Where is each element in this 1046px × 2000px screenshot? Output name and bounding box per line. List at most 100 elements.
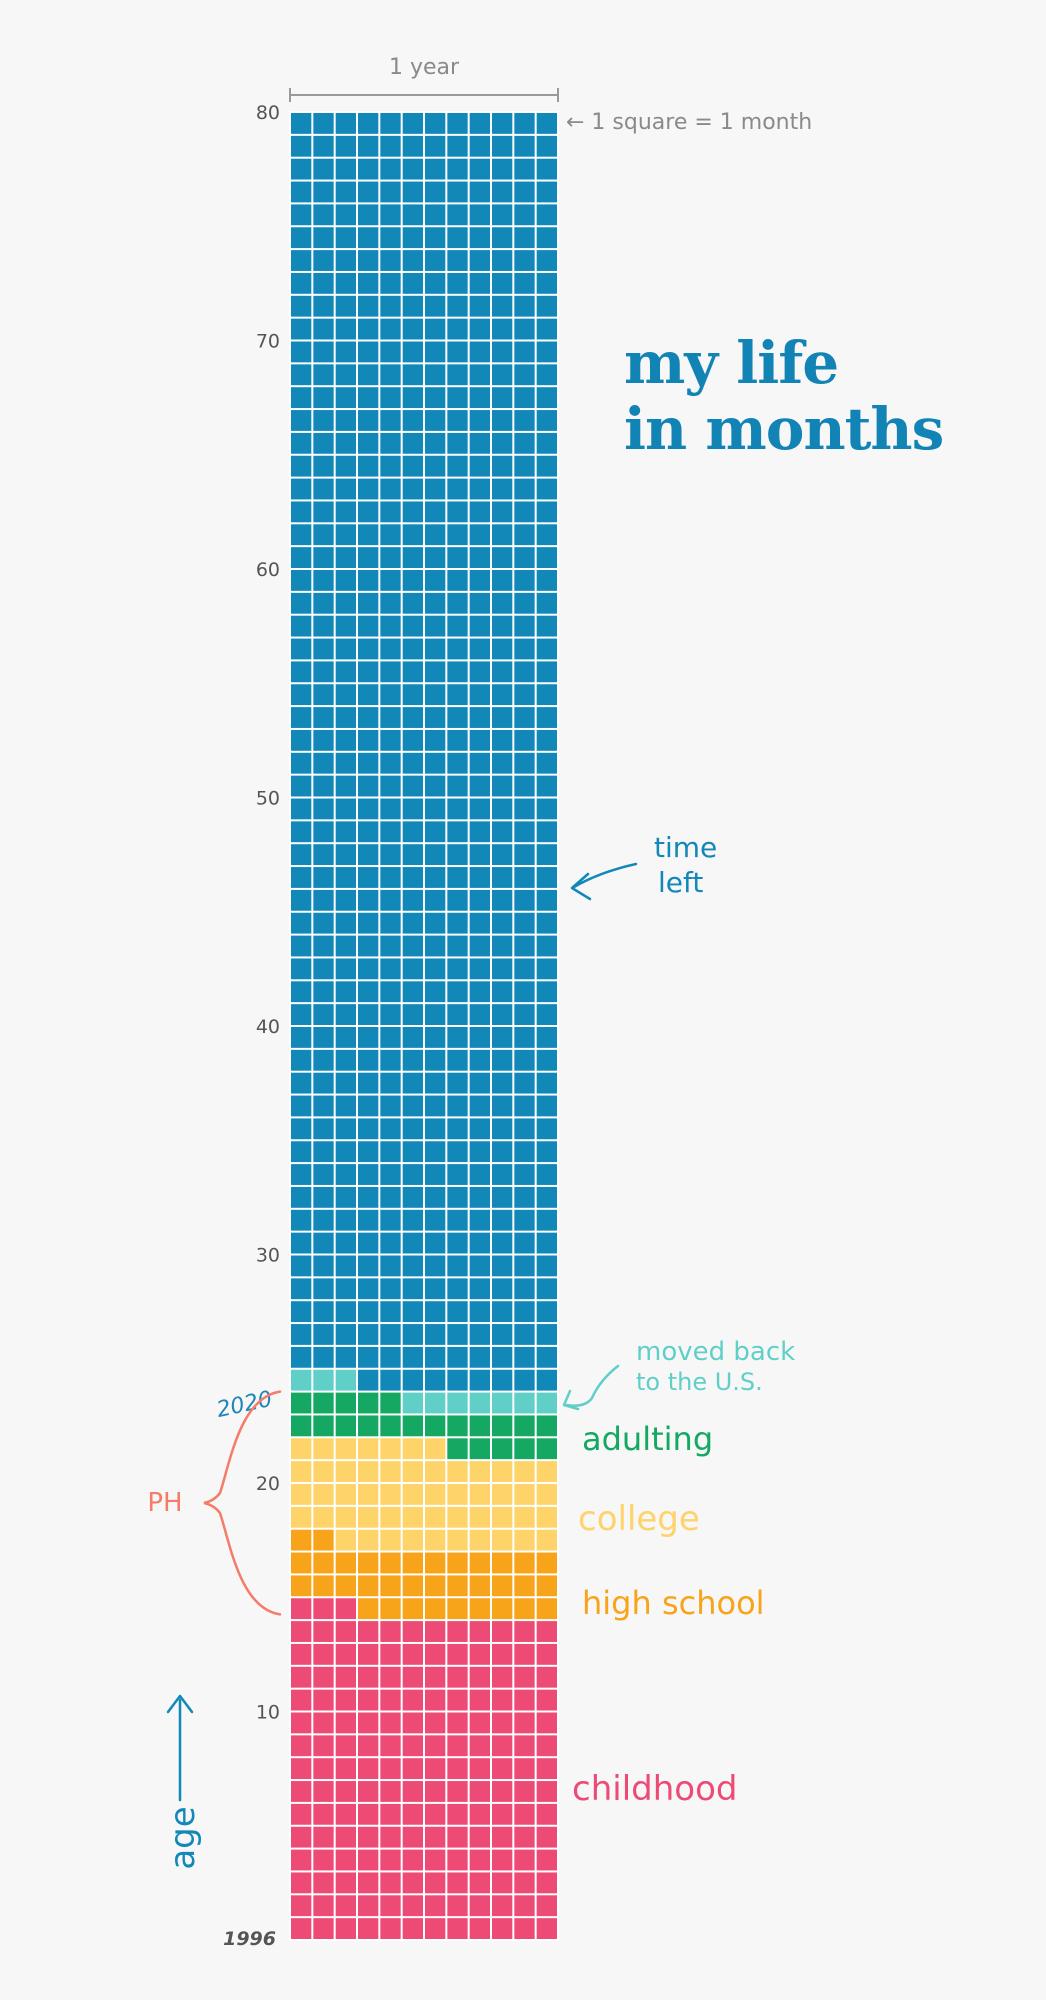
month-square-childhood xyxy=(380,1895,401,1917)
month-square-childhood xyxy=(447,1712,468,1734)
month-square-time_left xyxy=(291,935,312,957)
month-square-time_left xyxy=(536,615,557,637)
month-square-time_left xyxy=(447,684,468,706)
month-square-time_left xyxy=(380,1346,401,1368)
month-square-time_left xyxy=(469,775,490,797)
month-square-time_left xyxy=(425,592,446,614)
month-square-childhood xyxy=(402,1781,423,1802)
month-square-time_left xyxy=(291,181,312,203)
month-square-time_left xyxy=(380,432,401,454)
month-square-college xyxy=(313,1461,334,1482)
month-square-time_left xyxy=(313,729,334,751)
month-square-time_left xyxy=(291,798,312,820)
month-square-time_left xyxy=(358,1049,379,1071)
month-square-time_left xyxy=(447,844,468,866)
month-square-time_left xyxy=(492,981,513,1003)
month-square-childhood xyxy=(313,1826,334,1848)
month-square-time_left xyxy=(514,1209,535,1231)
month-square-college xyxy=(335,1484,356,1505)
month-square-time_left xyxy=(514,1369,535,1391)
month-square-time_left xyxy=(514,478,535,500)
month-square-time_left xyxy=(425,318,446,340)
month-square-time_left xyxy=(313,844,334,866)
month-square-time_left xyxy=(402,318,423,340)
month-square-time_left xyxy=(402,272,423,294)
month-square-time_left xyxy=(380,410,401,431)
month-square-time_left xyxy=(492,135,513,157)
month-square-time_left xyxy=(492,1255,513,1277)
month-square-childhood xyxy=(313,1712,334,1734)
month-square-college xyxy=(402,1529,423,1551)
month-square-time_left xyxy=(402,524,423,546)
month-square-time_left xyxy=(536,1141,557,1163)
month-square-time_left xyxy=(447,113,468,134)
month-square-time_left xyxy=(536,798,557,820)
month-square-time_left xyxy=(335,867,356,888)
month-square-time_left xyxy=(514,547,535,568)
month-square-time_left xyxy=(402,615,423,637)
month-square-high_school xyxy=(492,1552,513,1574)
month-square-time_left xyxy=(514,524,535,546)
month-square-time_left xyxy=(313,1118,334,1140)
month-square-childhood xyxy=(402,1849,423,1871)
month-square-time_left xyxy=(313,524,334,546)
month-square-childhood xyxy=(536,1895,557,1917)
month-square-time_left xyxy=(313,501,334,523)
month-square-time_left xyxy=(536,638,557,660)
month-square-childhood xyxy=(425,1803,446,1825)
month-square-time_left xyxy=(425,113,446,134)
month-square-high_school xyxy=(335,1575,356,1597)
month-square-time_left xyxy=(313,478,334,500)
ph-brace xyxy=(203,1390,282,1616)
month-square-time_left xyxy=(380,1255,401,1277)
month-square-time_left xyxy=(402,935,423,957)
month-square-college xyxy=(536,1506,557,1528)
month-square-college xyxy=(536,1461,557,1482)
month-square-high_school xyxy=(402,1575,423,1597)
month-square-time_left xyxy=(447,1141,468,1163)
month-square-childhood xyxy=(335,1689,356,1711)
month-square-childhood xyxy=(447,1643,468,1665)
month-square-time_left xyxy=(380,364,401,386)
month-square-time_left xyxy=(447,981,468,1003)
month-square-time_left xyxy=(492,387,513,409)
month-square-time_left xyxy=(402,844,423,866)
month-square-time_left xyxy=(536,1209,557,1231)
month-square-time_left xyxy=(492,1369,513,1391)
month-square-time_left xyxy=(536,1049,557,1071)
month-square-childhood xyxy=(380,1643,401,1665)
month-square-time_left xyxy=(380,1209,401,1231)
month-square-childhood xyxy=(313,1895,334,1917)
month-square-time_left xyxy=(469,478,490,500)
month-square-time_left xyxy=(536,1369,557,1391)
month-square-childhood xyxy=(447,1826,468,1848)
month-square-time_left xyxy=(492,912,513,934)
month-square-time_left xyxy=(425,1164,446,1185)
month-square-time_left xyxy=(335,204,356,226)
month-square-time_left xyxy=(402,684,423,706)
month-square-time_left xyxy=(447,524,468,546)
month-square-time_left xyxy=(291,1118,312,1140)
month-square-time_left xyxy=(402,1164,423,1185)
month-square-time_left xyxy=(335,1004,356,1025)
month-square-time_left xyxy=(469,981,490,1003)
month-square-childhood xyxy=(425,1735,446,1757)
month-square-time_left xyxy=(291,638,312,660)
month-square-time_left xyxy=(469,867,490,888)
month-square-childhood xyxy=(313,1758,334,1780)
month-square-time_left xyxy=(536,295,557,317)
month-square-childhood xyxy=(447,1621,468,1642)
month-square-childhood xyxy=(291,1803,312,1825)
month-square-childhood xyxy=(492,1781,513,1802)
month-square-time_left xyxy=(536,981,557,1003)
month-square-high_school xyxy=(469,1598,490,1620)
month-square-time_left xyxy=(514,181,535,203)
month-square-time_left xyxy=(335,1141,356,1163)
scale-note: ← 1 square = 1 month xyxy=(566,110,812,135)
month-square-time_left xyxy=(380,661,401,683)
month-square-time_left xyxy=(492,638,513,660)
month-square-time_left xyxy=(447,1209,468,1231)
month-square-time_left xyxy=(358,295,379,317)
y-tick-label: 70 xyxy=(256,331,280,353)
